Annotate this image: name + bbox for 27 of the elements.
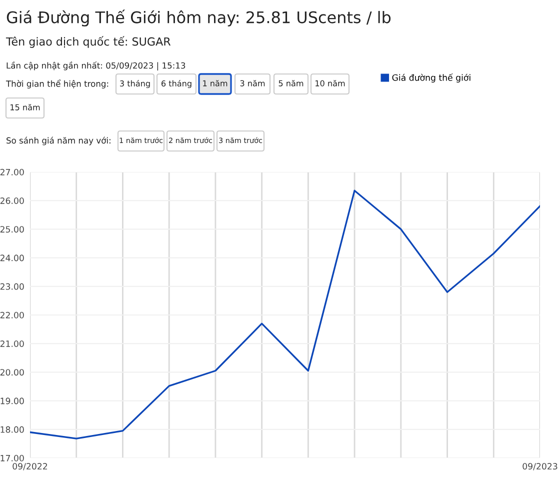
y-tick-label: 20.00 [0, 369, 24, 376]
text: Lần cập nhật gần nhất: 05/09/2023 | 15:13 [6, 61, 186, 71]
y-tick-label: 24.00 [0, 254, 24, 262]
x-tick-label: 09/2023 [522, 463, 558, 470]
text: So sánh giá năm nay với: [6, 136, 110, 146]
line-series [30, 190, 540, 440]
text: 1 năm [203, 80, 228, 86]
chart-title: Giá Đường Thế Giới hôm nay: 25.81 UScents / lb [6, 10, 391, 26]
y-tick-label: 23.00 [0, 283, 24, 290]
text: 3 tháng [120, 80, 150, 88]
text: 6 tháng [162, 80, 192, 88]
text: 10 năm [316, 80, 345, 86]
y-tick-label: 22.00 [0, 312, 24, 318]
y-tick-label: 25.00 [0, 226, 24, 233]
y-tick-label: 26.00 [0, 197, 24, 204]
y-tick-label: 21.00 [0, 340, 24, 347]
y-tick-label: 18.00 [0, 426, 24, 433]
y-tick-label: 19.00 [0, 398, 24, 404]
y-tick-label: 27.00 [0, 168, 24, 176]
text: 15 năm [10, 104, 40, 110]
x-tick-label: 09/2022 [12, 463, 48, 470]
chart-subtitle: Tên giao dịch quốc tế: SUGAR [6, 36, 171, 48]
text: 5 năm [278, 80, 304, 86]
legend-label: Giá đường thế giới [392, 73, 470, 83]
y-tick-label: 17.00 [0, 454, 24, 462]
text: 3 năm [240, 80, 265, 86]
text: Thời gian thể hiện trong: [6, 80, 108, 88]
